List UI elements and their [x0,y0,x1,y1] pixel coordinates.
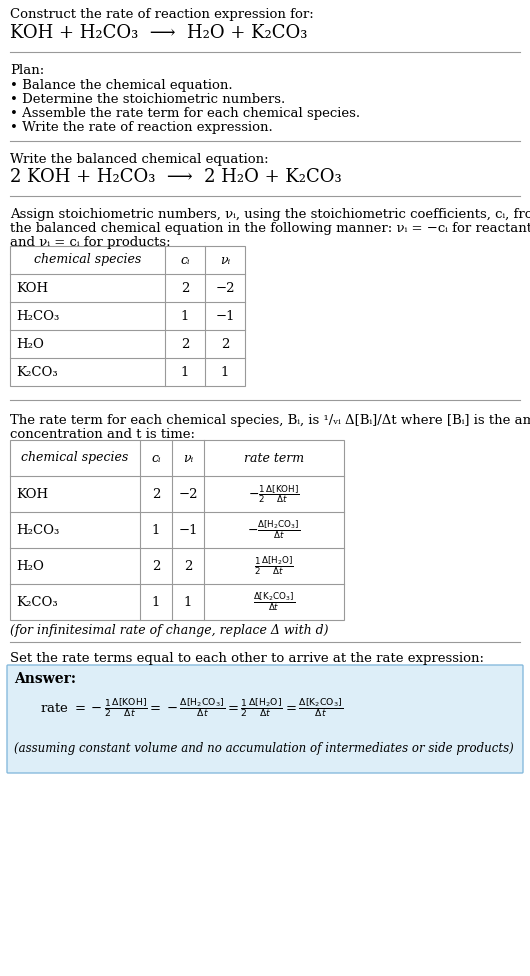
Text: νᵢ: νᵢ [183,452,193,465]
Text: The rate term for each chemical species, Bᵢ, is ¹/ᵥᵢ Δ[Bᵢ]/Δt where [Bᵢ] is the : The rate term for each chemical species,… [10,414,530,427]
Text: KOH: KOH [16,281,48,295]
Text: rate $= -\frac{1}{2}\frac{\Delta[\mathrm{KOH}]}{\Delta t} = -\frac{\Delta[\mathr: rate $= -\frac{1}{2}\frac{\Delta[\mathrm… [40,696,343,719]
Text: H₂CO₃: H₂CO₃ [16,309,59,322]
Text: 1: 1 [221,365,229,379]
Text: H₂O: H₂O [16,338,44,350]
Text: H₂CO₃: H₂CO₃ [16,523,59,537]
Text: $\frac{1}{2}\frac{\Delta[\mathrm{H_2O}]}{\Delta t}$: $\frac{1}{2}\frac{\Delta[\mathrm{H_2O}]}… [254,554,294,578]
Text: KOH + H₂CO₃  ⟶  H₂O + K₂CO₃: KOH + H₂CO₃ ⟶ H₂O + K₂CO₃ [10,24,307,42]
Text: Answer:: Answer: [14,672,76,686]
Text: Set the rate terms equal to each other to arrive at the rate expression:: Set the rate terms equal to each other t… [10,652,484,665]
Text: 1: 1 [152,523,160,537]
Text: 2: 2 [181,281,189,295]
Text: rate term: rate term [244,452,304,465]
Text: $-\frac{\Delta[\mathrm{H_2CO_3}]}{\Delta t}$: $-\frac{\Delta[\mathrm{H_2CO_3}]}{\Delta… [248,518,301,542]
Text: Plan:: Plan: [10,64,44,77]
Text: −1: −1 [215,309,235,322]
Text: $\frac{\Delta[\mathrm{K_2CO_3}]}{\Delta t}$: $\frac{\Delta[\mathrm{K_2CO_3}]}{\Delta … [253,590,295,613]
Text: (for infinitesimal rate of change, replace Δ with d): (for infinitesimal rate of change, repla… [10,624,329,637]
Text: −2: −2 [215,281,235,295]
Text: cᵢ: cᵢ [180,254,190,266]
Text: $-\frac{1}{2}\frac{\Delta[\mathrm{KOH}]}{\Delta t}$: $-\frac{1}{2}\frac{\Delta[\mathrm{KOH}]}… [248,483,300,505]
Text: 2: 2 [152,487,160,501]
Text: Assign stoichiometric numbers, νᵢ, using the stoichiometric coefficients, cᵢ, fr: Assign stoichiometric numbers, νᵢ, using… [10,208,530,221]
Text: • Determine the stoichiometric numbers.: • Determine the stoichiometric numbers. [10,93,285,106]
Text: concentration and t is time:: concentration and t is time: [10,428,195,441]
Bar [10,246,245,386]
Text: K₂CO₃: K₂CO₃ [16,595,58,608]
Text: and νᵢ = cᵢ for products:: and νᵢ = cᵢ for products: [10,236,171,249]
FancyBboxPatch shape [7,665,523,773]
Text: • Write the rate of reaction expression.: • Write the rate of reaction expression. [10,121,273,134]
Text: 2: 2 [184,559,192,573]
Text: 1: 1 [184,595,192,608]
Text: 1: 1 [181,309,189,322]
Text: chemical species: chemical species [34,254,141,266]
Text: 1: 1 [152,595,160,608]
Text: 1: 1 [181,365,189,379]
Text: Write the balanced chemical equation:: Write the balanced chemical equation: [10,153,269,166]
Text: • Balance the chemical equation.: • Balance the chemical equation. [10,79,233,92]
Text: 2: 2 [152,559,160,573]
Text: −2: −2 [178,487,198,501]
Text: νᵢ: νᵢ [220,254,230,266]
Text: KOH: KOH [16,487,48,501]
Text: H₂O: H₂O [16,559,44,573]
Text: chemical species: chemical species [21,452,129,465]
Text: cᵢ: cᵢ [151,452,161,465]
Text: 2 KOH + H₂CO₃  ⟶  2 H₂O + K₂CO₃: 2 KOH + H₂CO₃ ⟶ 2 H₂O + K₂CO₃ [10,168,342,186]
Bar [10,440,344,620]
Text: 2: 2 [221,338,229,350]
Text: the balanced chemical equation in the following manner: νᵢ = −cᵢ for reactants: the balanced chemical equation in the fo… [10,222,530,235]
Text: (assuming constant volume and no accumulation of intermediates or side products): (assuming constant volume and no accumul… [14,742,514,755]
Text: • Assemble the rate term for each chemical species.: • Assemble the rate term for each chemic… [10,107,360,120]
Text: K₂CO₃: K₂CO₃ [16,365,58,379]
Text: 2: 2 [181,338,189,350]
Text: Construct the rate of reaction expression for:: Construct the rate of reaction expressio… [10,8,314,21]
Text: −1: −1 [178,523,198,537]
